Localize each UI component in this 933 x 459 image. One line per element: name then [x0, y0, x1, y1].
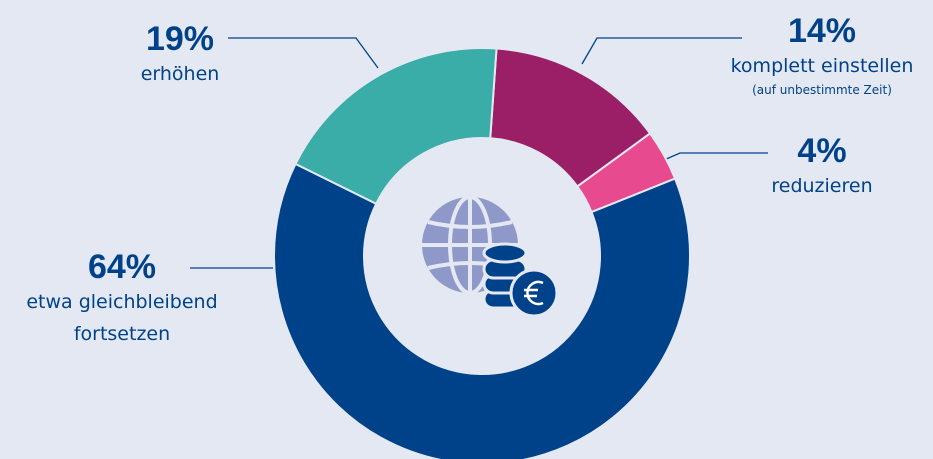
slice: [294, 47, 498, 206]
slice-label: 19% erhöhen: [50, 20, 310, 90]
value-label: 4%: [797, 132, 847, 170]
leader-lines: [190, 37, 768, 269]
annotation: (auf unbestimmte Zeit): [752, 83, 892, 97]
slice-label: 14% komplett einstellen (auf unbestimmte Z…: [692, 12, 933, 98]
slice-label: 4% reduzieren: [692, 132, 933, 202]
category-label: reduzieren: [771, 175, 873, 197]
category-label: erhöhen: [140, 63, 220, 85]
donut: [273, 47, 691, 459]
category-label: etwa gleichbleibend fortsetzen: [26, 291, 218, 345]
leader-line: [581, 37, 742, 65]
slice-label: 64% etwa gleichbleibend fortsetzen: [0, 248, 252, 350]
value-label: 19%: [145, 20, 215, 58]
leader-line: [663, 152, 768, 161]
category-label: komplett einstellen: [730, 55, 914, 77]
slice: [273, 162, 691, 459]
leader-line: [228, 37, 379, 69]
value-label: 14%: [787, 12, 857, 50]
value-label: 64%: [87, 248, 157, 286]
center-icon: [422, 195, 559, 318]
